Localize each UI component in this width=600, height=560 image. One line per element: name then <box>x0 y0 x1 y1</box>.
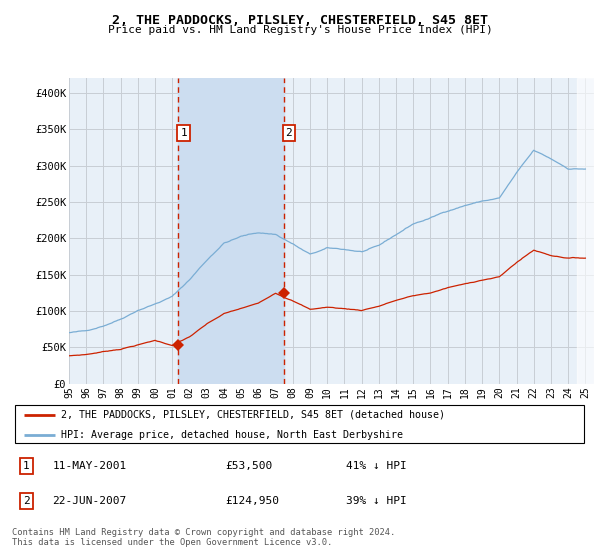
Text: 2, THE PADDOCKS, PILSLEY, CHESTERFIELD, S45 8ET (detached house): 2, THE PADDOCKS, PILSLEY, CHESTERFIELD, … <box>61 410 445 420</box>
Text: 2: 2 <box>23 496 30 506</box>
Text: £53,500: £53,500 <box>225 461 272 471</box>
Text: 11-MAY-2001: 11-MAY-2001 <box>52 461 127 471</box>
Bar <box>577 78 594 384</box>
Text: 2, THE PADDOCKS, PILSLEY, CHESTERFIELD, S45 8ET: 2, THE PADDOCKS, PILSLEY, CHESTERFIELD, … <box>112 14 488 27</box>
Text: HPI: Average price, detached house, North East Derbyshire: HPI: Average price, detached house, Nort… <box>61 430 403 440</box>
Text: 22-JUN-2007: 22-JUN-2007 <box>52 496 127 506</box>
Bar <box>178 78 284 384</box>
Text: Contains HM Land Registry data © Crown copyright and database right 2024.
This d: Contains HM Land Registry data © Crown c… <box>12 528 395 547</box>
Text: 1: 1 <box>180 128 187 138</box>
Text: £124,950: £124,950 <box>225 496 279 506</box>
Text: 39% ↓ HPI: 39% ↓ HPI <box>346 496 407 506</box>
Text: 41% ↓ HPI: 41% ↓ HPI <box>346 461 407 471</box>
Text: 2: 2 <box>286 128 292 138</box>
FancyBboxPatch shape <box>15 405 584 443</box>
Text: Price paid vs. HM Land Registry's House Price Index (HPI): Price paid vs. HM Land Registry's House … <box>107 25 493 35</box>
Bar <box>577 78 594 384</box>
Text: 1: 1 <box>23 461 30 471</box>
